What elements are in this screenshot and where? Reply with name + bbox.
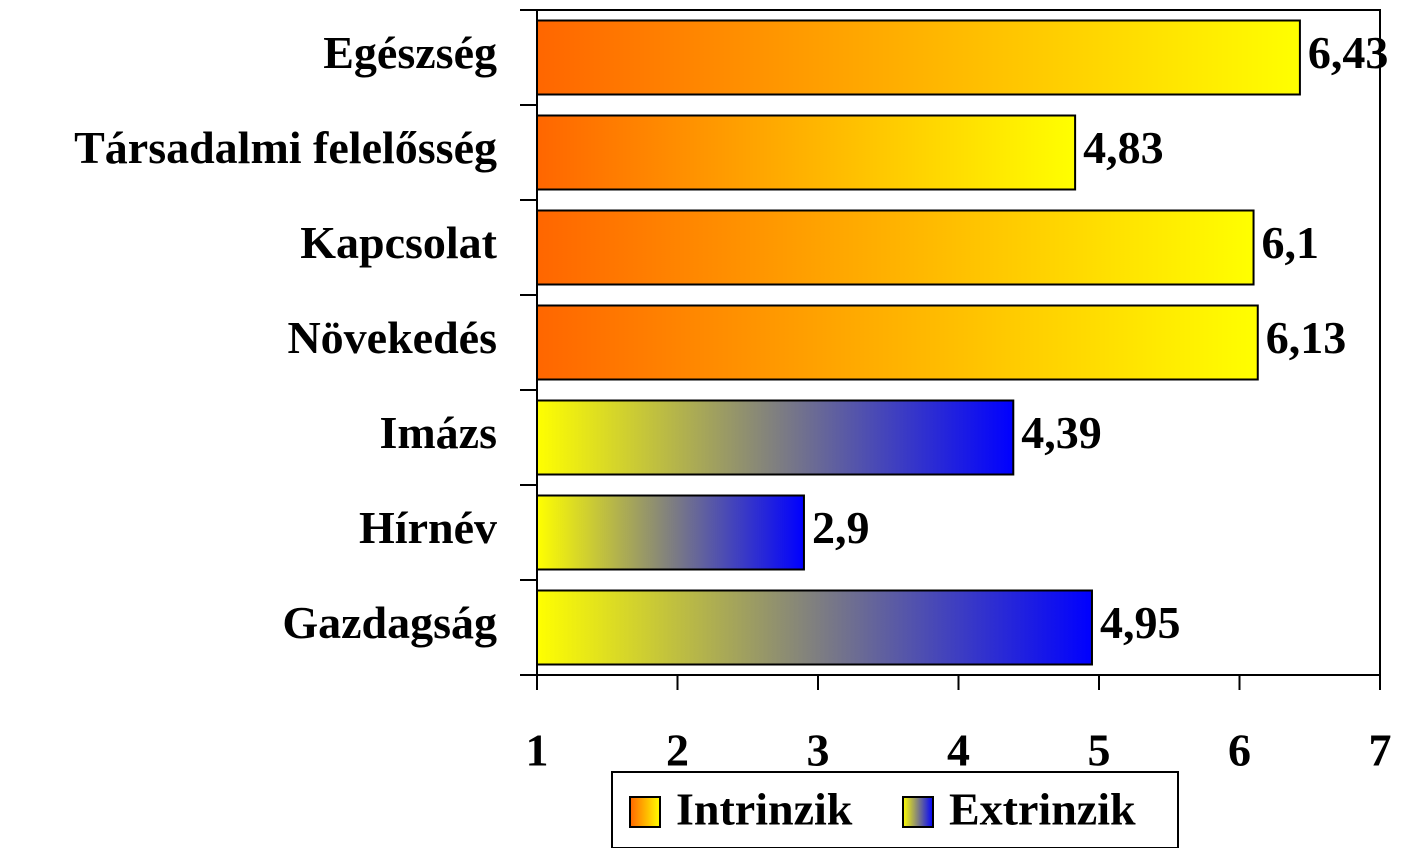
- x-tick-label: 2: [666, 725, 689, 776]
- x-tick-label: 5: [1088, 725, 1111, 776]
- bar: [536, 114, 1077, 191]
- bar: [536, 399, 1015, 476]
- legend-label: Intrinzik: [676, 784, 853, 835]
- x-tick-label: 4: [947, 725, 970, 776]
- value-label: 6,43: [1308, 27, 1389, 78]
- legend-swatch: [902, 796, 934, 828]
- bar: [536, 494, 805, 571]
- y-tick-label: Növekedés: [287, 312, 497, 363]
- value-label: 4,39: [1021, 407, 1101, 458]
- x-tick-label: 1: [526, 725, 549, 776]
- x-tick-label: 7: [1369, 725, 1392, 776]
- y-tick-label: Imázs: [379, 407, 497, 458]
- legend-box: [611, 771, 1179, 848]
- y-tick-label: Társadalmi felelősség: [74, 122, 497, 173]
- value-label: 6,13: [1266, 312, 1347, 363]
- legend-label: Extrinzik: [949, 784, 1136, 835]
- bar: [536, 209, 1255, 286]
- x-tick-label: 3: [807, 725, 830, 776]
- y-tick-label: Egészség: [323, 27, 497, 78]
- y-tick-label: Gazdagság: [282, 597, 497, 648]
- y-tick-label: Hírnév: [359, 502, 497, 553]
- x-tick-label: 6: [1228, 725, 1251, 776]
- bar: [536, 304, 1259, 381]
- bar: [536, 19, 1301, 96]
- legend-swatch: [629, 796, 661, 828]
- value-label: 4,95: [1100, 597, 1181, 648]
- value-label: 2,9: [812, 502, 870, 553]
- bar: [536, 589, 1093, 666]
- y-tick-label: Kapcsolat: [300, 217, 497, 268]
- value-label: 6,1: [1262, 217, 1320, 268]
- value-label: 4,83: [1083, 122, 1164, 173]
